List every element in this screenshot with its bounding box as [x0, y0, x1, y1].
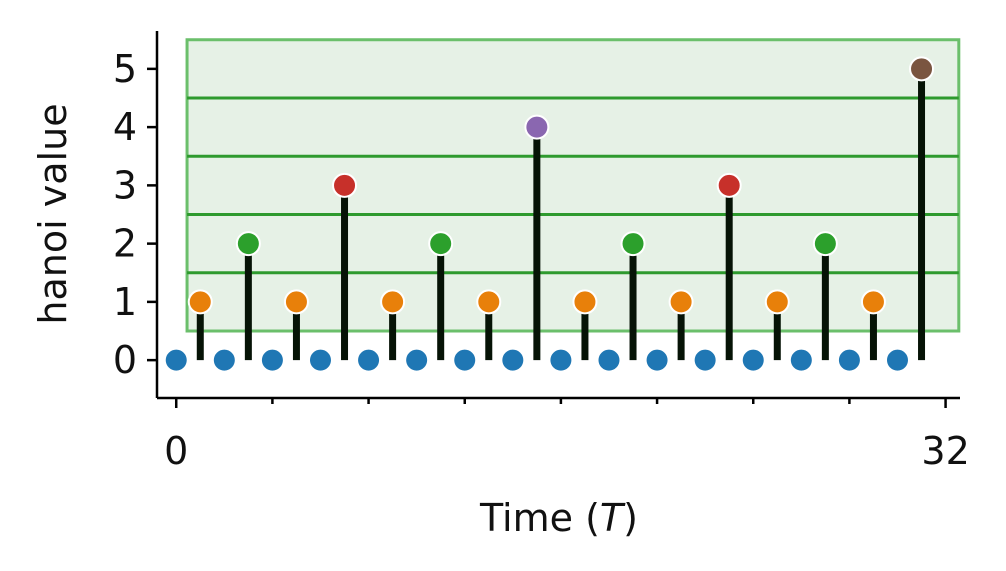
data-point	[884, 347, 910, 373]
data-point	[596, 347, 622, 373]
data-point	[307, 347, 333, 373]
data-point	[692, 347, 718, 373]
data-point	[259, 347, 285, 373]
data-point	[620, 231, 646, 257]
axis-layer: 0 1 2 3 4 5 0 32	[113, 31, 970, 473]
data-point	[163, 347, 189, 373]
data-point	[644, 347, 670, 373]
highlight-band-layer	[185, 38, 961, 333]
data-point	[500, 347, 526, 373]
point-layer	[163, 56, 935, 373]
data-point	[235, 231, 261, 257]
data-point	[740, 347, 766, 373]
highlight-band	[185, 38, 961, 333]
data-point	[572, 289, 598, 315]
y-tick-label: 4	[113, 105, 137, 149]
y-tick-label: 5	[113, 47, 137, 91]
data-point	[211, 347, 237, 373]
data-point	[452, 347, 478, 373]
y-axis-label: hanoi value	[31, 103, 75, 324]
data-point	[909, 56, 935, 82]
x-axis-label-main: Time (	[479, 496, 600, 540]
y-tick-label: 0	[113, 338, 137, 382]
data-point	[283, 289, 309, 315]
x-tick-label: 32	[921, 429, 969, 473]
y-tick-label: 3	[113, 163, 137, 207]
data-point	[428, 231, 454, 257]
data-point	[668, 289, 694, 315]
data-point	[356, 347, 382, 373]
x-axis-label-variable: T	[600, 496, 626, 540]
x-axis-label-close: )	[623, 496, 638, 540]
data-point	[476, 289, 502, 315]
data-point	[812, 231, 838, 257]
x-tick-label: 0	[164, 429, 188, 473]
data-point	[404, 347, 430, 373]
y-tick-label: 2	[113, 222, 137, 266]
data-point	[548, 347, 574, 373]
data-point	[860, 289, 886, 315]
data-point	[524, 114, 550, 140]
data-point	[332, 172, 358, 198]
data-point	[380, 289, 406, 315]
data-point	[187, 289, 213, 315]
data-point	[764, 289, 790, 315]
data-point	[836, 347, 862, 373]
data-point	[716, 172, 742, 198]
data-point	[788, 347, 814, 373]
x-axis-label: Time (T)	[479, 496, 638, 540]
y-tick-label: 1	[113, 280, 137, 324]
